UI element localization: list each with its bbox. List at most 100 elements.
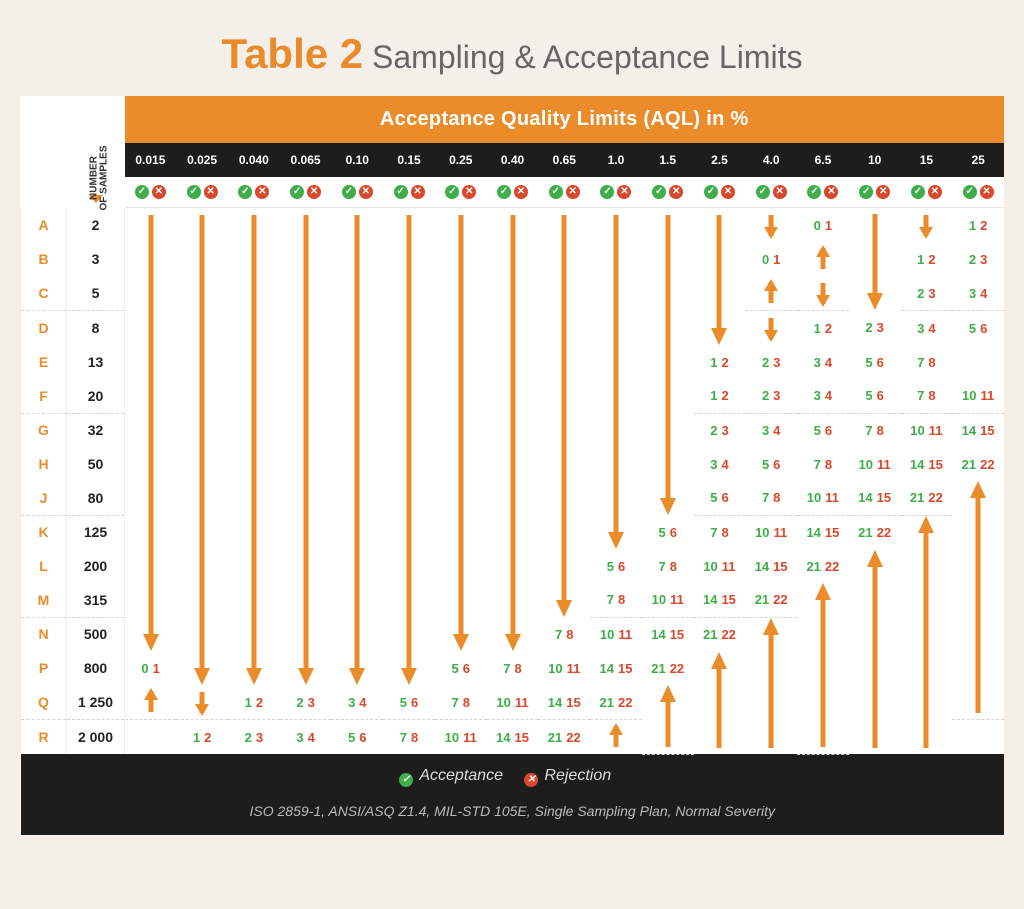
cell-value: 2122 xyxy=(901,481,953,515)
cell-value: 1011 xyxy=(590,617,642,651)
code-P: P xyxy=(21,651,67,685)
arrow-long-up-icon xyxy=(694,651,746,754)
sample-size-A: 2 xyxy=(67,208,125,243)
accept-reject-icons xyxy=(331,177,383,208)
sample-size-P: 800 xyxy=(67,651,125,685)
cell-value: 1011 xyxy=(952,379,1004,413)
check-icon xyxy=(342,185,356,199)
cell-value: 78 xyxy=(694,515,746,549)
cell-value: 2122 xyxy=(642,651,694,685)
accept-reject-icons xyxy=(435,177,487,208)
cell-value: 2122 xyxy=(590,685,642,720)
cell-value: 34 xyxy=(331,685,383,720)
arrow-long-down-icon xyxy=(538,208,590,618)
aql-col-0.15: 0.15 xyxy=(383,143,435,177)
check-icon xyxy=(187,185,201,199)
sample-size-L: 200 xyxy=(67,549,125,583)
arrow-up-icon xyxy=(125,685,177,720)
cell-value: 2122 xyxy=(694,617,746,651)
accept-reject-icons xyxy=(901,177,953,208)
arrow-long-down-icon xyxy=(849,208,901,311)
cell-value: 23 xyxy=(745,379,797,413)
arrow-up-icon xyxy=(745,276,797,311)
sample-size-H: 50 xyxy=(67,447,125,481)
arrow-long-down-icon xyxy=(383,208,435,686)
x-icon xyxy=(824,185,838,199)
x-icon xyxy=(669,185,683,199)
aql-col-1.0: 1.0 xyxy=(590,143,642,177)
cell-value: 23 xyxy=(694,413,746,447)
cell-empty xyxy=(125,720,177,755)
aql-col-15: 15 xyxy=(901,143,953,177)
code-J: J xyxy=(21,481,67,515)
x-icon xyxy=(566,185,580,199)
cell-value: 78 xyxy=(901,379,953,413)
legend-accept: Acceptance xyxy=(419,767,503,784)
aql-col-2.5: 2.5 xyxy=(694,143,746,177)
sample-size-M: 315 xyxy=(67,583,125,617)
cell-value: 2122 xyxy=(952,447,1004,481)
arrow-long-up-icon xyxy=(797,583,849,754)
code-K: K xyxy=(21,515,67,549)
accept-reject-icons xyxy=(487,177,539,208)
x-icon xyxy=(773,185,787,199)
check-icon xyxy=(859,185,873,199)
check-icon xyxy=(399,773,413,787)
cell-value: 78 xyxy=(590,583,642,617)
arrow-down-icon xyxy=(176,685,228,720)
cell-value: 1415 xyxy=(952,413,1004,447)
x-icon xyxy=(514,185,528,199)
arrow-long-up-icon xyxy=(745,617,797,754)
accept-reject-icons xyxy=(797,177,849,208)
cell-value: 1011 xyxy=(849,447,901,481)
title-rest: Sampling & Acceptance Limits xyxy=(363,39,802,75)
cell-value: 23 xyxy=(228,720,280,755)
arrow-long-down-icon xyxy=(590,208,642,550)
cell-value: 1415 xyxy=(487,720,539,755)
x-icon xyxy=(204,185,218,199)
cell-value: 1415 xyxy=(849,481,901,515)
standards-footer: ISO 2859-1, ANSI/ASQ Z1.4, MIL-STD 105E,… xyxy=(21,799,1005,835)
aql-col-6.5: 6.5 xyxy=(797,143,849,177)
cell-value: 34 xyxy=(797,345,849,379)
cell-value: 78 xyxy=(383,720,435,755)
cell-value: 34 xyxy=(901,311,953,346)
code-E: E xyxy=(21,345,67,379)
cell-value: 12 xyxy=(901,242,953,276)
cell-value: 1415 xyxy=(901,447,953,481)
aql-col-0.065: 0.065 xyxy=(280,143,332,177)
cell-value: 23 xyxy=(849,311,901,346)
cell-value: 12 xyxy=(797,311,849,346)
arrow-long-down-icon xyxy=(435,208,487,652)
cell-value: 1011 xyxy=(538,651,590,685)
accept-reject-icons xyxy=(642,177,694,208)
cell-value: 56 xyxy=(590,549,642,583)
x-icon xyxy=(462,185,476,199)
cell-value: 12 xyxy=(694,345,746,379)
cell-value: 78 xyxy=(435,685,487,720)
aql-col-10: 10 xyxy=(849,143,901,177)
aql-col-25: 25 xyxy=(952,143,1004,177)
accept-reject-icons xyxy=(125,177,177,208)
cell-value: 34 xyxy=(797,379,849,413)
arrow-long-up-icon xyxy=(642,685,694,754)
arrow-long-up-icon xyxy=(952,481,1004,720)
sample-size-N: 500 xyxy=(67,617,125,651)
arrow-long-down-icon xyxy=(487,208,539,652)
check-icon xyxy=(549,185,563,199)
x-icon xyxy=(524,773,538,787)
code-L: L xyxy=(21,549,67,583)
cell-value: 01 xyxy=(797,208,849,243)
sample-size-J: 80 xyxy=(67,481,125,515)
cell-value: 56 xyxy=(952,311,1004,346)
cell-value: 1011 xyxy=(487,685,539,720)
sample-size-D: 8 xyxy=(67,311,125,346)
arrow-down-icon xyxy=(797,276,849,311)
aql-col-0.015: 0.015 xyxy=(125,143,177,177)
check-icon xyxy=(807,185,821,199)
check-icon xyxy=(963,185,977,199)
cell-value: 23 xyxy=(745,345,797,379)
legend-reject: Rejection xyxy=(544,767,611,784)
check-icon xyxy=(652,185,666,199)
code-B: B xyxy=(21,242,67,276)
